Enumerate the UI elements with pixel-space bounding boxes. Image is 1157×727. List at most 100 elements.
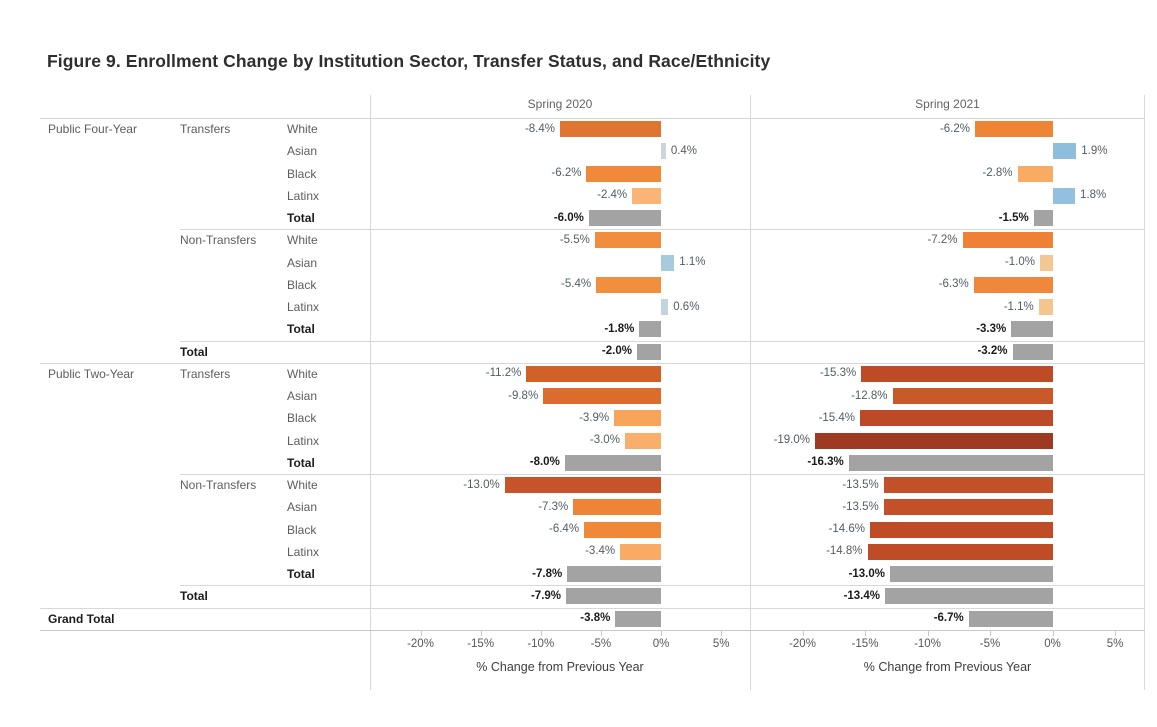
race-label: Total [287, 322, 315, 337]
separator-line [40, 607, 1145, 609]
panel-divider-right [1144, 95, 1145, 690]
chart-row: Black -3.9% -15.4% [40, 407, 1145, 429]
bar-value-label: -6.4% [549, 523, 580, 536]
chart-row: Total -6.0% -1.5% [40, 207, 1145, 229]
bar-value-label: -6.7% [933, 612, 964, 625]
bar-value-label: -3.2% [977, 345, 1008, 358]
bar [860, 410, 1053, 427]
sector-label: Public Four-Year [48, 122, 137, 136]
bar [1052, 187, 1075, 204]
bar [962, 232, 1053, 249]
bar [883, 499, 1053, 516]
race-label: White [287, 478, 318, 493]
bar [973, 276, 1053, 293]
sector-label: Grand Total [48, 611, 115, 626]
bar [620, 543, 661, 560]
chart-row: Asian -9.8% -12.8% [40, 385, 1145, 407]
chart-row: Total -1.8% -3.3% [40, 318, 1145, 340]
x-axis-title-spring-2021: % Change from Previous Year [863, 660, 1032, 674]
race-label: Latinx [287, 544, 320, 559]
bar-value-label: -15.3% [819, 367, 857, 380]
race-label: Latinx [287, 433, 320, 448]
chart-row: Asian 0.4% 1.9% [40, 140, 1145, 162]
x-axis-line [40, 630, 1145, 631]
bar-value-label: -16.3% [807, 456, 844, 469]
chart-row: Latinx -3.0% -19.0% [40, 430, 1145, 452]
bar [1017, 165, 1053, 182]
bar [848, 454, 1053, 471]
bar-value-label: -8.4% [524, 122, 555, 135]
bar [596, 276, 661, 293]
race-label: Asian [287, 144, 318, 159]
bar-value-label: -6.0% [553, 211, 584, 224]
bar [1033, 210, 1053, 227]
bar [1011, 321, 1053, 338]
bar [586, 165, 661, 182]
bar-value-label: -7.2% [927, 233, 958, 246]
figure-title: Figure 9. Enrollment Change by Instituti… [47, 51, 771, 71]
bar-value-label: -14.6% [828, 523, 865, 536]
sector-label: Public Two-Year [48, 366, 135, 381]
enrollment-change-chart: Spring 2020 Spring 2021 Public Four-Year… [40, 95, 1145, 695]
axis-tick-label: 0% [652, 638, 670, 650]
chart-row: Total -2.0% -3.2% [40, 340, 1145, 363]
bar [624, 432, 661, 449]
separator-line [180, 474, 1145, 476]
bar-value-label: -19.0% [773, 434, 810, 447]
race-label: White [287, 233, 318, 248]
status-label: Transfers [180, 366, 231, 381]
race-label: Asian [287, 500, 318, 515]
bar-value-label: -13.0% [463, 478, 500, 491]
bar [661, 299, 669, 316]
race-label: Black [287, 522, 317, 537]
axis-tick [927, 631, 929, 636]
status-label: Total [180, 589, 208, 604]
x-axis-title-spring-2020: % Change from Previous Year [476, 660, 644, 674]
bar-value-label: -7.9% [530, 589, 562, 602]
bar-value-label: -6.2% [939, 122, 970, 135]
bar [588, 210, 661, 227]
bar [890, 566, 1053, 583]
bar-value-label: -1.1% [1003, 300, 1034, 313]
status-label: Total [180, 344, 208, 359]
axis-tick-label: -15% [851, 638, 879, 650]
bar-value-label: -5.5% [559, 233, 590, 246]
bar [543, 388, 661, 405]
bar-value-label: -1.5% [998, 211, 1029, 224]
panel-divider-left [370, 95, 371, 690]
race-label: Total [287, 567, 315, 582]
chart-row: Black -6.2% -2.8% [40, 163, 1145, 185]
status-label: Non-Transfers [180, 233, 257, 248]
bar [867, 543, 1053, 560]
bar [573, 499, 661, 516]
axis-tick-label: 5% [712, 638, 730, 650]
panel-header-spring-2021: Spring 2021 [915, 97, 980, 111]
chart-row: Latinx -2.4% 1.8% [40, 185, 1145, 207]
axis-tick-label: -10% [914, 638, 941, 650]
race-label: Latinx [287, 300, 320, 315]
axis-tick [480, 631, 482, 636]
bar-value-label: -2.8% [982, 167, 1013, 180]
chart-row: Grand Total -3.8% -6.7% [40, 607, 1145, 630]
bar-value-label: -13.5% [842, 478, 879, 491]
chart-row: Non-Transfers White -5.5% -7.2% [40, 229, 1145, 251]
bar-value-label: -13.5% [842, 500, 879, 513]
bar-value-label: -2.0% [601, 345, 632, 358]
axis-tick [600, 631, 602, 636]
bar-value-label: -1.0% [1004, 256, 1035, 269]
axis-tick-label: -5% [590, 638, 612, 650]
race-label: Asian [287, 255, 318, 270]
separator-line [40, 362, 1145, 364]
axis-tick [802, 631, 804, 636]
bar [968, 610, 1053, 627]
bar-value-label: -7.3% [538, 500, 569, 513]
axis-tick-label: -15% [467, 638, 495, 650]
race-label: Black [287, 166, 317, 181]
bar [567, 566, 661, 583]
race-label: Black [287, 277, 317, 292]
bar [1040, 254, 1053, 271]
chart-row: Black -5.4% -6.3% [40, 274, 1145, 296]
bar-value-label: -2.4% [597, 189, 628, 202]
axis-tick-label: -5% [979, 638, 1001, 650]
bar-value-label: -9.8% [508, 389, 539, 402]
